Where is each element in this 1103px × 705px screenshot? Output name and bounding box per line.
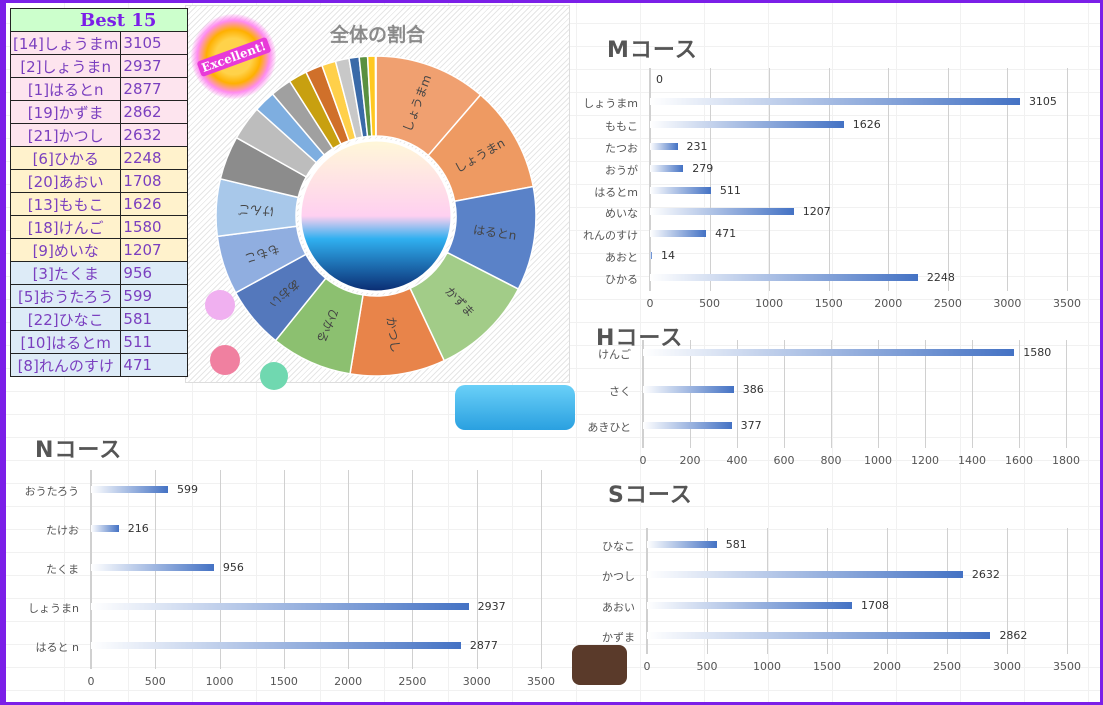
player-name: [5]おうたろう: [9, 284, 122, 308]
donut-slice-label: かつし: [384, 316, 403, 354]
player-name: [21]かつし: [9, 123, 122, 147]
donut-slice-label: はるとn: [472, 223, 517, 243]
donut-chart-title: 全体の割合: [329, 24, 425, 46]
bird-icon: [210, 345, 240, 375]
best15-title: Best 15: [9, 8, 189, 32]
player-score: 1626: [120, 192, 189, 216]
player-score: 2248: [120, 146, 189, 170]
player-name: [1]はるとn: [9, 77, 122, 101]
best15-row: [20]あおい 1708: [9, 169, 189, 193]
player-name: [6]ひかる: [9, 146, 122, 170]
best15-row: [13]ももこ 1626: [9, 192, 189, 216]
best15-row: [22]ひなこ 581: [9, 307, 189, 331]
player-name: [18]けんご: [9, 215, 122, 239]
m-course-title: Mコース: [607, 38, 698, 63]
bird-icon: [260, 362, 288, 390]
best15-table: Best 15 [14]しょうまm 3105 [2]しょうまn 2937 [1]はるとn…: [9, 8, 189, 377]
player-score: 1207: [120, 238, 189, 262]
donut-slice-label: けんご: [238, 202, 275, 219]
player-name: [14]しょうまm: [9, 31, 122, 55]
best15-row: [2]しょうまn 2937: [9, 54, 189, 78]
best15-row: [14]しょうまm 3105: [9, 31, 189, 55]
player-name: [19]かずま: [9, 100, 122, 124]
player-score: 2937: [120, 54, 189, 78]
ship-center-image-icon: [298, 138, 454, 294]
player-name: [9]めいな: [9, 238, 122, 262]
h-course-title: Hコース: [596, 326, 684, 351]
bird-icon: [205, 290, 235, 320]
best15-row: [21]かつし 2632: [9, 123, 189, 147]
badge-text: Excellent!: [196, 36, 271, 77]
best15-row: [8]れんのすけ 471: [9, 353, 189, 377]
player-score: 2862: [120, 100, 189, 124]
best15-row: [9]めいな 1207: [9, 238, 189, 262]
player-score: 471: [120, 353, 189, 377]
player-score: 956: [120, 261, 189, 285]
donut-slice[interactable]: [374, 55, 377, 137]
best15-row: [10]はるとm 511: [9, 330, 189, 354]
best15-row: [19]かずま 2862: [9, 100, 189, 124]
player-score: 2877: [120, 77, 189, 101]
player-name: [20]あおい: [9, 169, 122, 193]
player-score: 1708: [120, 169, 189, 193]
player-score: 581: [120, 307, 189, 331]
best15-row: [5]おうたろう 599: [9, 284, 189, 308]
player-name: [22]ひなこ: [9, 307, 122, 331]
best15-row: [6]ひかる 2248: [9, 146, 189, 170]
cannon-icon: [572, 645, 627, 685]
player-name: [3]たくま: [9, 261, 122, 285]
excellent-badge-icon: Excellent!: [191, 14, 276, 99]
player-score: 3105: [120, 31, 189, 55]
best15-row: [1]はるとn 2877: [9, 77, 189, 101]
donut-chart-panel[interactable]: しょうまm しょうまn はるとn かずま かつし ひかる あおい ももこ けんご 全体の割合 E…: [185, 5, 570, 383]
player-name: [10]はるとm: [9, 330, 122, 354]
player-name: [13]ももこ: [9, 192, 122, 216]
n-course-title: Nコース: [35, 438, 123, 463]
best15-row: [18]けんご 1580: [9, 215, 189, 239]
best15-row: [3]たくま 956: [9, 261, 189, 285]
ship-illustration-icon: [455, 385, 575, 430]
player-score: 511: [120, 330, 189, 354]
player-name: [2]しょうまn: [9, 54, 122, 78]
s-course-title: Sコース: [608, 483, 693, 508]
player-name: [8]れんのすけ: [9, 353, 122, 377]
player-score: 599: [120, 284, 189, 308]
player-score: 1580: [120, 215, 189, 239]
player-score: 2632: [120, 123, 189, 147]
